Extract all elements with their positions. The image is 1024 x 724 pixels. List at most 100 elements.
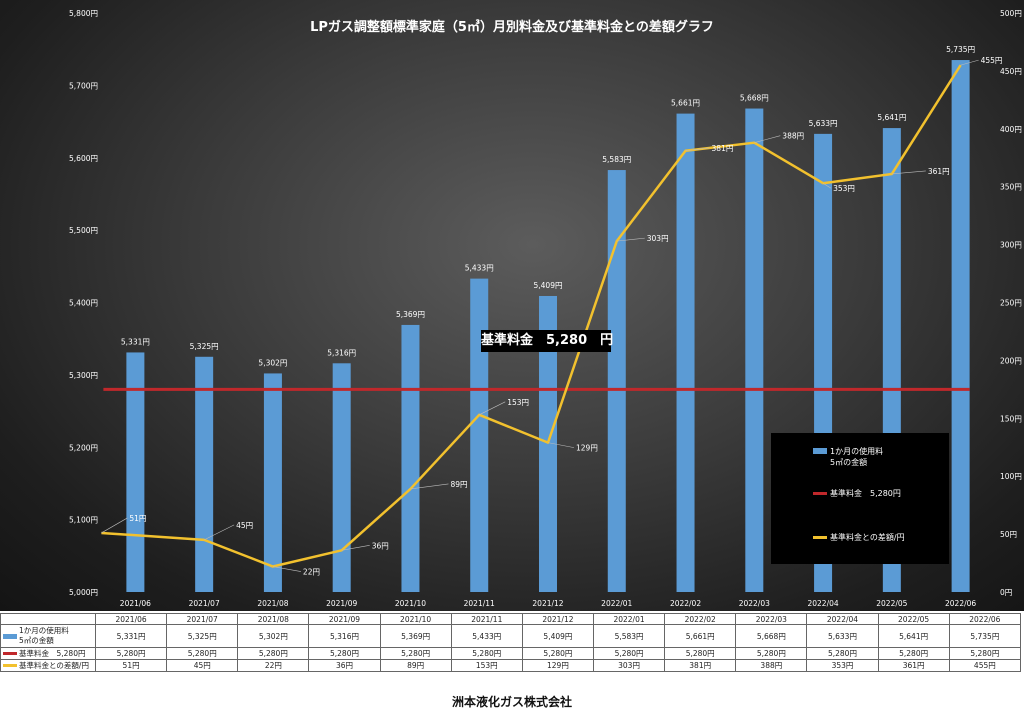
- table-header-cell: 2022/02: [664, 613, 737, 625]
- bar: [332, 363, 351, 592]
- difference-data-label: 22円: [303, 568, 320, 577]
- right-tick-label: 250円: [1000, 299, 1022, 308]
- table-red-line-swatch: [3, 652, 17, 655]
- table-cell: 5,409円: [521, 624, 594, 648]
- difference-data-label: 361円: [928, 167, 950, 176]
- table-row-label: 1か月の使用料 5㎥の金額: [19, 626, 69, 645]
- bar-data-label: 5,735円: [946, 45, 975, 54]
- leader-line: [891, 170, 926, 175]
- bar: [126, 352, 145, 592]
- table-cell: 5,280円: [379, 647, 452, 660]
- table-yellow-line-swatch: [3, 664, 17, 667]
- table-cell: 5,583円: [592, 624, 666, 648]
- table-header-cell: 2021/12: [521, 613, 594, 625]
- table-cell: 36円: [308, 659, 381, 672]
- table-header-cell: 2021/06: [94, 613, 168, 625]
- right-tick-label: 150円: [1000, 414, 1022, 423]
- difference-data-label: 129円: [576, 444, 598, 453]
- table-cell: 5,735円: [948, 624, 1022, 648]
- chart-area: 5,000円 5,100円 5,200円 5,300円 5,400円 5,500円 5,60…: [0, 0, 1024, 611]
- difference-data-label: 89円: [450, 480, 467, 489]
- table-row: 基準料金 5,280円 5,280円 5,280円 5,280円 5,280円 5,280…: [0, 647, 1022, 660]
- table-cell: 5,280円: [735, 647, 808, 660]
- difference-data-label: 51円: [129, 514, 146, 523]
- right-tick-label: 0円: [1000, 588, 1012, 597]
- table-cell: 5,280円: [877, 647, 950, 660]
- bar-data-label: 5,641円: [877, 113, 906, 122]
- table-bar-swatch: [3, 633, 17, 639]
- table-cell: 5,280円: [166, 647, 239, 660]
- table-header-cell: 2022/04: [806, 613, 879, 625]
- table-row: 基準料金との差額/円 51円 45円 22円 36円 89円 153円 129円 303円 381…: [0, 659, 1022, 672]
- legend-yellow-line-swatch: [813, 536, 827, 539]
- bar-data-label: 5,316円: [327, 348, 356, 357]
- right-tick-label: 350円: [1000, 183, 1022, 192]
- table-cell: 5,280円: [592, 647, 666, 660]
- difference-data-label: 45円: [236, 521, 253, 530]
- x-tick-label: 2022/01: [601, 599, 632, 608]
- table-header-cell: 2021/11: [450, 613, 523, 625]
- table-cell: 455円: [948, 659, 1022, 672]
- leader-line: [272, 566, 301, 572]
- table-header-row: 2021/06 2021/07 2021/08 2021/09 2021/10 2021/…: [0, 613, 1022, 625]
- x-tick-label: 2022/04: [807, 599, 838, 608]
- table-cell: 5,280円: [806, 647, 879, 660]
- left-tick-label: 5,500円: [69, 226, 98, 235]
- left-tick-label: 5,400円: [69, 299, 98, 308]
- table-cell: 5,280円: [237, 647, 310, 660]
- leader-line: [754, 135, 781, 143]
- table-header-cell: 2022/03: [735, 613, 808, 625]
- legend-item-base-price: 基準料金 5,280円: [813, 488, 901, 499]
- left-tick-label: 5,300円: [69, 371, 98, 380]
- table-header-cell: 2021/07: [166, 613, 239, 625]
- x-tick-label: 2022/05: [876, 599, 907, 608]
- table-cell: 5,661円: [664, 624, 737, 648]
- table-row: 1か月の使用料 5㎥の金額 5,331円 5,325円 5,302円 5,316円 5,3…: [0, 624, 1022, 648]
- difference-data-label: 353円: [833, 184, 855, 193]
- left-tick-label: 5,200円: [69, 443, 98, 452]
- table-cell: 5,325円: [166, 624, 239, 648]
- x-tick-label: 2021/06: [120, 599, 151, 608]
- right-tick-label: 500円: [1000, 9, 1022, 18]
- x-tick-label: 2021/07: [189, 599, 220, 608]
- right-axis: 0円 50円 100円 150円 200円 250円 300円 350円 400円 450円 500…: [1000, 9, 1022, 597]
- table-cell: 5,633円: [806, 624, 879, 648]
- table-cell: 303円: [592, 659, 666, 672]
- bar: [263, 373, 282, 592]
- table-cell: 5,280円: [948, 647, 1022, 660]
- x-tick-label: 2021/09: [326, 599, 357, 608]
- leader-line: [822, 182, 832, 189]
- x-tick-label: 2021/10: [395, 599, 426, 608]
- bar-data-label: 5,633円: [809, 119, 838, 128]
- company-name: 洲本液化ガス株式会社: [451, 695, 572, 709]
- table-header-cell: 2021/10: [379, 613, 452, 625]
- table-cell: 22円: [237, 659, 310, 672]
- leader-line: [479, 401, 506, 416]
- legend-label-difference: 基準料金との差額/円: [830, 533, 905, 542]
- bar-data-label: 5,583円: [602, 155, 631, 164]
- bar: [607, 170, 626, 592]
- table-cell: 5,316円: [308, 624, 381, 648]
- leader-line: [410, 483, 449, 490]
- table-cell: 89円: [379, 659, 452, 672]
- difference-data-label: 36円: [372, 541, 389, 550]
- bar-data-label: 5,409円: [534, 281, 563, 290]
- table-cell: 153円: [450, 659, 523, 672]
- x-axis: 2021/06 2021/07 2021/08 2021/09 2021/10 2021/…: [120, 599, 977, 608]
- right-tick-label: 300円: [1000, 241, 1022, 250]
- table-cell: 5,280円: [664, 647, 737, 660]
- table-header-cell: 2022/06: [948, 613, 1022, 625]
- legend-red-line-swatch: [813, 492, 827, 495]
- x-tick-label: 2022/02: [670, 599, 701, 608]
- legend-item-monthly-fee: 1か月の使用料 5㎥の金額: [813, 446, 883, 468]
- table-header-cell: 2022/05: [877, 613, 950, 625]
- table-cell: 388円: [735, 659, 808, 672]
- difference-data-label: 388円: [782, 132, 804, 141]
- chart-title: LPガス調整額標準家庭（5㎥）月別料金及び基準料金との差額グラフ: [310, 20, 714, 35]
- bar: [539, 295, 557, 592]
- table-row-header: 基準料金 5,280円: [0, 647, 96, 660]
- table-cell: 5,280円: [450, 647, 523, 660]
- leader-line: [101, 517, 128, 534]
- bar-data-label: 5,325円: [190, 342, 219, 351]
- table-cell: 5,302円: [237, 624, 310, 648]
